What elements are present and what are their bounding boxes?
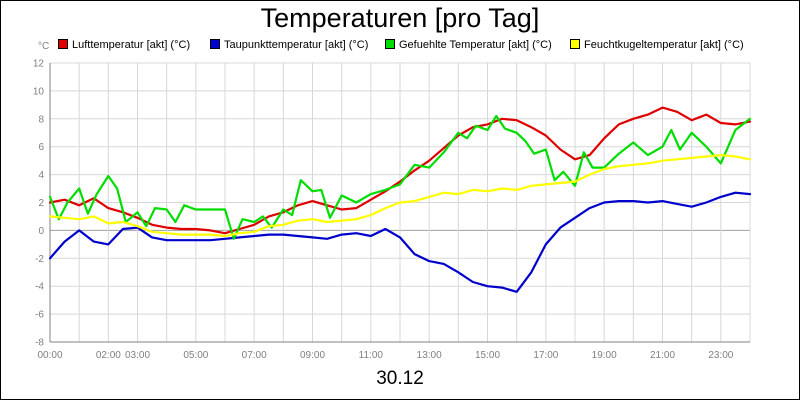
legend-item-lufttemperatur: Lufttemperatur [akt] (°C) bbox=[58, 38, 190, 52]
legend-item-gefuehlte-temperatur: Gefuehlte Temperatur [akt] (°C) bbox=[385, 38, 552, 52]
y-tick-label: 4 bbox=[38, 170, 44, 181]
x-tick-label: 21:00 bbox=[650, 350, 675, 361]
date-label: 30.12 bbox=[376, 368, 424, 389]
legend-swatch-taupunkttemperatur bbox=[210, 39, 220, 49]
y-tick-label: -8 bbox=[35, 338, 44, 349]
legend-label-feuchtkugeltemperatur: Feuchtkugeltemperatur [akt] (°C) bbox=[584, 39, 744, 51]
legend-swatch-lufttemperatur bbox=[58, 39, 68, 49]
x-tick-label: 05:00 bbox=[183, 350, 208, 361]
y-tick-label: 12 bbox=[33, 59, 45, 70]
x-tick-label: 11:00 bbox=[359, 350, 384, 361]
chart-title: Temperaturen [pro Tag] bbox=[260, 3, 540, 33]
series-line-3 bbox=[48, 154, 752, 238]
legend-swatch-feuchtkugeltemperatur bbox=[570, 39, 580, 49]
x-tick-label: 00:00 bbox=[37, 350, 62, 361]
legend-label-lufttemperatur: Lufttemperatur [akt] (°C) bbox=[72, 39, 191, 51]
y-tick-label: -6 bbox=[35, 310, 44, 321]
y-tick-label: 6 bbox=[38, 142, 44, 153]
legend-label-taupunkttemperatur: Taupunkttemperatur [akt] (°C) bbox=[224, 39, 369, 51]
y-tick-label: 0 bbox=[38, 226, 44, 237]
x-tick-label: 23:00 bbox=[708, 350, 733, 361]
x-tick-label: 19:00 bbox=[592, 350, 617, 361]
x-tick-label: 03:00 bbox=[125, 350, 150, 361]
series-line-0 bbox=[48, 106, 752, 235]
x-tick-label: 09:00 bbox=[300, 350, 325, 361]
y-axis-unit: °C bbox=[38, 41, 50, 52]
legend-label-gefuehlte-temperatur: Gefuehlte Temperatur [akt] (°C) bbox=[399, 39, 552, 51]
legend: Lufttemperatur [akt] (°C) Taupunkttemper… bbox=[0, 38, 800, 52]
x-tick-label: 13:00 bbox=[417, 350, 442, 361]
legend-item-taupunkttemperatur: Taupunkttemperatur [akt] (°C) bbox=[210, 38, 368, 52]
x-tick-label: 02:00 bbox=[96, 350, 121, 361]
y-tick-label: 8 bbox=[38, 114, 44, 125]
y-tick-label: -4 bbox=[35, 282, 44, 293]
legend-item-feuchtkugeltemperatur: Feuchtkugeltemperatur [akt] (°C) bbox=[570, 38, 744, 52]
y-tick-label: 10 bbox=[33, 86, 45, 97]
legend-swatch-gefuehlte-temperatur bbox=[385, 39, 395, 49]
x-tick-label: 15:00 bbox=[475, 350, 500, 361]
y-tick-label: 2 bbox=[38, 198, 44, 209]
x-tick-label: 07:00 bbox=[242, 350, 267, 361]
y-tick-label: -2 bbox=[35, 254, 44, 265]
series-line-2 bbox=[48, 114, 752, 240]
series-line-1 bbox=[48, 191, 752, 293]
x-tick-label: 17:00 bbox=[533, 350, 558, 361]
